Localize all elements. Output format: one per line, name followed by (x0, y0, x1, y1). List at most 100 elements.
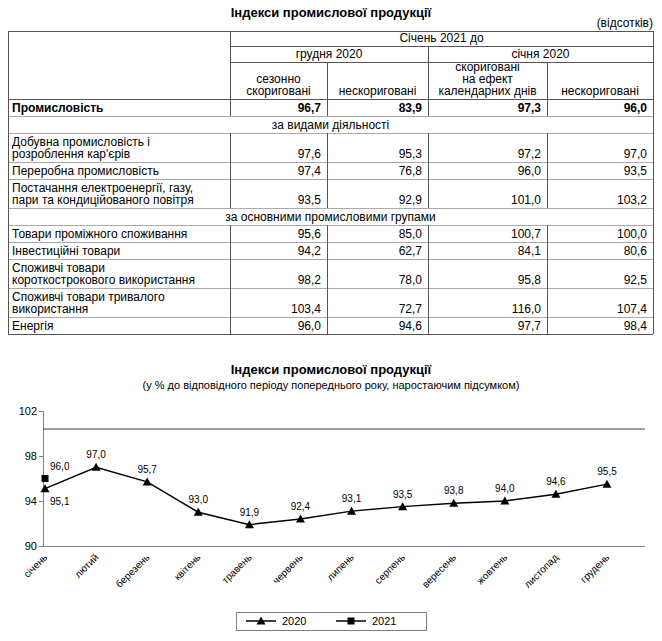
marker-triangle (194, 508, 203, 516)
table-cell: 107,4 (617, 302, 647, 316)
chart-title: Індекси промислової продукції (231, 362, 432, 377)
table-cell: 78,0 (399, 273, 423, 287)
marker-square (42, 475, 49, 482)
table-cell: 96,7 (298, 101, 322, 115)
column-rule (327, 317, 328, 334)
column-header: скориговані (246, 84, 310, 98)
x-tick-label: липень (325, 552, 356, 583)
column-rule (428, 259, 429, 288)
row-rule (8, 259, 653, 260)
column-rule (428, 46, 429, 99)
column-rule (327, 288, 328, 317)
table-cell: 97,7 (518, 319, 542, 333)
header-rule (8, 99, 653, 100)
reference-line (43, 429, 645, 430)
table-cell: 62,7 (399, 244, 423, 258)
column-rule (428, 99, 429, 116)
table-border (8, 31, 653, 32)
marker-triangle (449, 499, 458, 507)
marker-triangle (500, 497, 509, 505)
column-header: нескориговані (339, 84, 417, 98)
table-cell: 95,6 (298, 227, 322, 241)
column-rule (428, 242, 429, 259)
row-label: Інвестиційні товари (12, 244, 120, 258)
data-label: 95,5 (597, 466, 617, 477)
x-tick-label: вересень (420, 552, 458, 590)
table-border (8, 31, 9, 334)
legend: 2020 2021 (236, 612, 426, 630)
x-axis (43, 546, 645, 547)
column-header: нескориговані (561, 84, 639, 98)
y-tick-label: 90 (25, 540, 37, 552)
row-rule (8, 179, 653, 180)
x-tick-label: січень (21, 552, 49, 580)
legend-label: 2021 (372, 615, 396, 627)
chart-subtitle: (у % до відповідного періоду попередньог… (143, 379, 520, 391)
marker-triangle (398, 502, 407, 510)
data-label: 94,0 (495, 483, 515, 494)
data-label: 97,0 (86, 449, 106, 460)
legend-marker (348, 618, 355, 625)
column-rule (327, 62, 328, 99)
table-cell: 93,5 (624, 164, 648, 178)
marker-triangle (603, 480, 612, 488)
row-label: Промисловість (12, 101, 104, 115)
column-rule (230, 242, 231, 259)
table-title: Індекси промислової продукції (231, 5, 432, 20)
page: Індекси промислової продукції (відсотків)… (0, 0, 662, 641)
table-cell: 103,4 (291, 302, 321, 316)
table-unit: (відсотків) (597, 16, 653, 30)
chart: Індекси промислової продукції (у % до від… (19, 362, 645, 630)
column-rule (327, 242, 328, 259)
table-cell: 94,6 (399, 319, 423, 333)
table-cell: 97,6 (298, 147, 322, 161)
table-cell: 97,3 (518, 101, 542, 115)
x-tick-label: квітень (172, 552, 203, 583)
row-label: Переробна промисловість (12, 164, 159, 178)
x-tick-label: березень (114, 552, 152, 590)
table-cell: 96,0 (624, 101, 648, 115)
column-rule (547, 162, 548, 179)
table-cell: 76,8 (399, 164, 423, 178)
table-cell: 80,6 (624, 244, 648, 258)
table-cell: 116,0 (512, 302, 541, 316)
data-label: 93,8 (444, 485, 464, 496)
column-rule (230, 288, 231, 317)
row-rule (8, 225, 653, 226)
column-rule (230, 162, 231, 179)
legend-label: 2020 (282, 615, 306, 627)
x-tick-label: лютий (72, 552, 100, 580)
data-label: 94,6 (546, 476, 566, 487)
marker-triangle (143, 477, 152, 485)
marker-triangle (41, 484, 50, 492)
column-rule (230, 259, 231, 288)
y-tick-label: 94 (25, 495, 37, 507)
column-rule (547, 179, 548, 208)
table-cell: 84,1 (518, 244, 542, 258)
series-line (45, 467, 607, 524)
table-cell: 98,2 (298, 273, 322, 287)
column-rule (547, 288, 548, 317)
marker-triangle (347, 507, 356, 515)
column-rule (428, 288, 429, 317)
column-rule (230, 99, 231, 116)
row-rule (8, 288, 653, 289)
marker-triangle (296, 515, 305, 523)
x-tick-label: серпень (373, 552, 408, 587)
row-rule (8, 162, 653, 163)
x-tick-label: травень (220, 552, 254, 586)
legend-box (236, 612, 426, 630)
table-cell: 97,2 (518, 147, 542, 161)
canvas: Індекси промислової продукції (відсотків)… (0, 0, 662, 641)
section-label: за основними промисловими групами (225, 210, 436, 224)
row-rule (8, 317, 653, 318)
data-label: 95,1 (50, 496, 70, 507)
table-cell: 92,9 (399, 193, 423, 207)
row-label: розроблення кар'єрів (12, 147, 130, 161)
y-tick-label: 98 (25, 450, 37, 462)
column-rule (230, 225, 231, 242)
y-tick (39, 501, 43, 502)
marker-triangle (92, 463, 101, 471)
table-cell: 83,9 (399, 101, 423, 115)
table-cell: 72,7 (399, 302, 423, 316)
